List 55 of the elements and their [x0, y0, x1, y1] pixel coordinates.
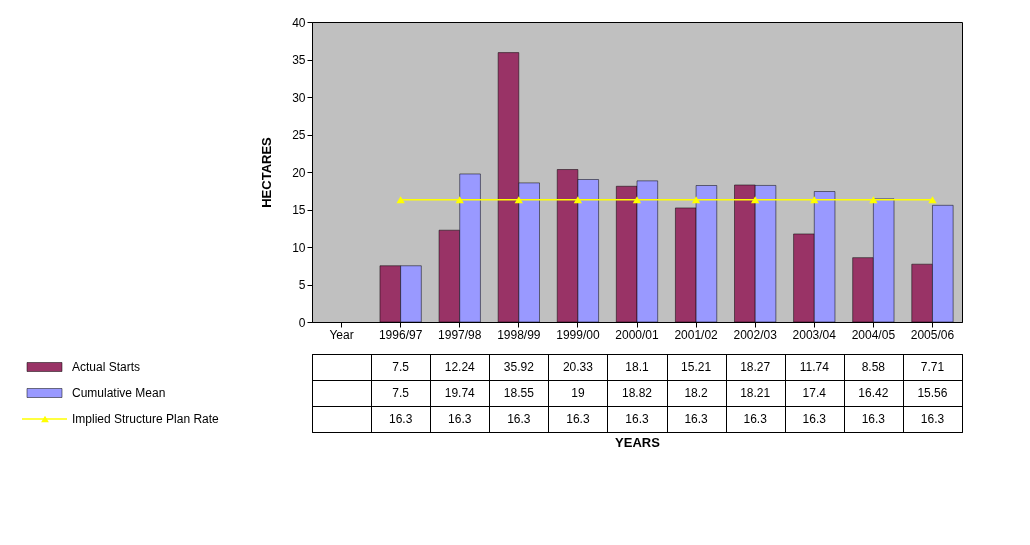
y-tick-label: 5: [298, 278, 306, 292]
x-tick-label: Year: [329, 327, 354, 342]
y-tick-label: 15: [292, 203, 306, 217]
data-label: 16.42: [858, 386, 889, 400]
data-label: 7.5: [392, 386, 410, 400]
data-label: 16.3: [684, 412, 709, 426]
y-tick-label: 40: [292, 15, 306, 30]
x-tick-label: 1996/97: [378, 327, 423, 342]
x-tick-label: 2005/06: [910, 327, 955, 342]
data-label: 7.5: [392, 360, 410, 374]
data-label: 16.3: [802, 412, 827, 426]
legend-label: Actual Starts: [72, 360, 141, 374]
x-tick-label: 1997/98: [438, 327, 482, 342]
data-label: 16.3: [920, 412, 945, 426]
x-tick-label: 2000/01: [615, 327, 660, 342]
legend-label: Cumulative Mean: [72, 386, 166, 400]
y-tick-label: 0: [298, 315, 306, 330]
data-label: 18.1: [625, 360, 649, 374]
data-label: 18.2: [684, 386, 709, 400]
data-label: 15.21: [681, 360, 712, 374]
data-label: 16.3: [743, 412, 768, 426]
data-label: 18.27: [740, 360, 771, 374]
data-label: 16.3: [388, 412, 413, 426]
data-label: 18.21: [740, 386, 771, 400]
data-label: 15.56: [917, 386, 948, 400]
data-label: 19.74: [444, 386, 476, 400]
y-tick-label: 30: [292, 90, 306, 105]
x-tick-label: 1998/99: [497, 327, 541, 342]
data-label: 12.24: [444, 360, 476, 374]
y-tick-label: 20: [292, 165, 306, 180]
data-label: 19: [571, 386, 585, 400]
x-tick-label: 2001/02: [674, 327, 719, 342]
y-tick-label: 25: [292, 128, 306, 142]
y-tick-label: 10: [292, 240, 306, 255]
legend-label: Implied Structure Plan Rate: [72, 412, 220, 426]
data-label: 8.58: [861, 360, 886, 374]
data-label: 35.92: [503, 360, 535, 374]
data-label: 16.3: [448, 412, 472, 426]
data-label: 17.4: [802, 386, 827, 400]
data-label: 16.3: [566, 412, 590, 426]
data-label: 18.55: [503, 386, 535, 400]
x-tick-label: 2003/04: [792, 327, 837, 342]
data-label: 20.33: [562, 360, 594, 374]
text: YEARS: [615, 434, 661, 450]
data-label: 18.82: [621, 386, 653, 400]
y-tick-label: 35: [292, 53, 306, 67]
y-axis-title: HECTARES: [259, 136, 275, 208]
x-tick-label: 2002/03: [733, 327, 778, 342]
data-label: 11.74: [799, 360, 830, 374]
data-label: 7.71: [920, 360, 945, 374]
data-label: 16.3: [625, 412, 649, 426]
x-tick-label: 2004/05: [851, 327, 896, 342]
x-tick-label: 1999/00: [556, 327, 600, 342]
data-label: 16.3: [861, 412, 886, 426]
data-label: 16.3: [507, 412, 531, 426]
